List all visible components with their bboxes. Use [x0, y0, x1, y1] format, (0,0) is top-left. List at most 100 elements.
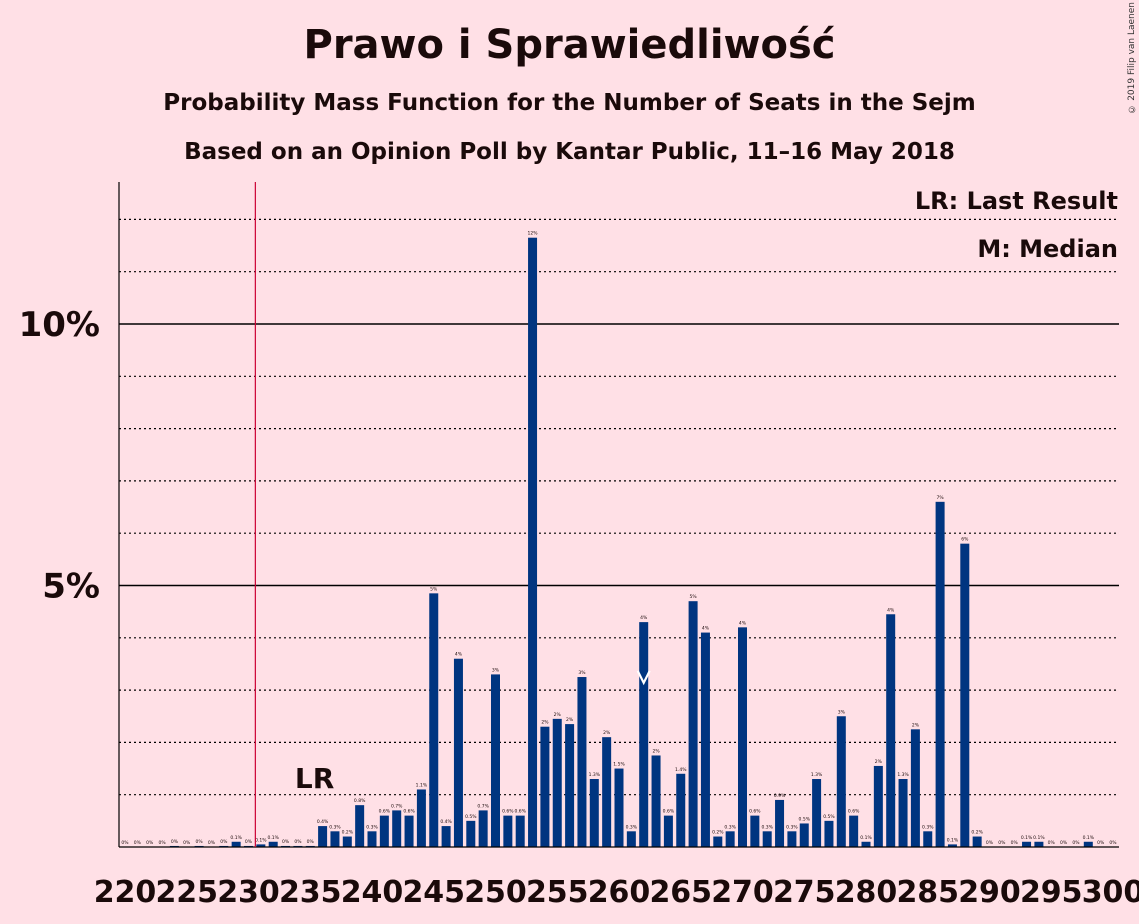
bar-label-234: 0%: [294, 839, 302, 845]
bar-241: [379, 815, 389, 847]
axes: [118, 182, 1119, 848]
bar-286: [935, 501, 945, 847]
bar-268: [713, 836, 723, 847]
bar-258: [589, 779, 599, 847]
bar-label-268: 0.2%: [712, 830, 724, 836]
bar-287: [947, 844, 957, 847]
bar-294: [1034, 841, 1044, 847]
bar-label-299: 0%: [1097, 840, 1105, 846]
bar-label-295: 0%: [1048, 840, 1056, 846]
bar-label-259: 2%: [603, 730, 611, 736]
bar-label-255: 2%: [554, 712, 562, 718]
bar-label-298: 0.1%: [1083, 835, 1095, 841]
bar-281: [873, 765, 883, 847]
bar-label-238: 0.2%: [342, 830, 354, 836]
bar-label-282: 4%: [887, 607, 895, 613]
bar-label-279: 0.6%: [848, 809, 860, 815]
x-tick-label-245: 245: [402, 875, 465, 910]
bar-260: [614, 768, 624, 847]
bar-280: [861, 841, 871, 847]
bar-231: [256, 844, 266, 847]
bar-label-294: 0.1%: [1033, 835, 1045, 841]
bar-label-232: 0.1%: [267, 835, 279, 841]
chart-subtitle: Probability Mass Function for the Number…: [163, 90, 976, 116]
bar-label-258: 1.3%: [589, 772, 601, 778]
bar-label-281: 2%: [875, 759, 883, 765]
bar-278: [836, 716, 846, 847]
bar-271: [750, 815, 760, 847]
bar-label-240: 0.3%: [366, 824, 378, 830]
bar-label-263: 2%: [652, 748, 660, 754]
markers: [254, 182, 651, 847]
x-tick-label-295: 295: [1020, 875, 1083, 910]
bar-label-231: 0.1%: [255, 837, 267, 843]
x-tick-label-235: 235: [279, 875, 342, 910]
bar-label-274: 0.3%: [786, 824, 798, 830]
bar-label-293: 0.1%: [1021, 835, 1033, 841]
bar-label-244: 1.1%: [416, 782, 428, 788]
bar-253: [528, 237, 538, 847]
bar-261: [626, 831, 636, 847]
bar-257: [577, 677, 587, 847]
bar-262: [639, 622, 649, 847]
bar-245: [429, 593, 439, 847]
bar-label-220: 0%: [121, 840, 129, 846]
bar-label-277: 0.5%: [823, 814, 835, 820]
bar-246: [441, 826, 451, 847]
x-tick-label-220: 220: [94, 875, 157, 910]
x-tick-label-280: 280: [835, 875, 898, 910]
bar-label-273: 0.9%: [774, 793, 786, 799]
median-marker: [636, 670, 651, 686]
bar-label-278: 3%: [838, 709, 846, 715]
bar-248: [466, 820, 476, 847]
gridlines: [119, 218, 1119, 796]
bar-label-229: 0.1%: [230, 835, 242, 841]
x-tick-label-290: 290: [958, 875, 1021, 910]
x-tick-label-230: 230: [217, 875, 280, 910]
bar-277: [824, 820, 834, 847]
bar-236: [318, 826, 328, 847]
bar-label-300: 0%: [1109, 840, 1117, 846]
bar-labels: 0% 0% 0% 0% 0% 0% 0% 0% 0%0.1%0% 0.1%0.1%0% 0% 0%0.…: [121, 231, 1117, 846]
bar-266: [688, 601, 698, 847]
bar-273: [775, 799, 785, 847]
bar-label-291: 0%: [998, 840, 1006, 846]
x-tick-label-240: 240: [341, 875, 404, 910]
bar-label-290: 0%: [986, 840, 994, 846]
bar-243: [404, 815, 414, 847]
bar-label-245: 5%: [430, 586, 438, 592]
y-tick-label: 5%: [42, 567, 100, 607]
bar-label-287: 0.1%: [947, 837, 959, 843]
bar-237: [330, 831, 340, 847]
bar-250: [491, 674, 500, 847]
x-tick-label-270: 270: [711, 875, 774, 910]
bar-label-246: 0.4%: [440, 819, 452, 825]
bar-284: [910, 729, 920, 847]
bar-label-225: 0%: [183, 840, 191, 846]
bar-label-241: 0.6%: [379, 809, 391, 815]
x-tick-label-265: 265: [649, 875, 712, 910]
bar-label-271: 0.6%: [749, 809, 761, 815]
bar-label-247: 4%: [455, 652, 463, 658]
bar-254: [540, 726, 550, 847]
bar-265: [676, 773, 686, 847]
bar-label-261: 0.3%: [626, 824, 638, 830]
bar-label-262: 4%: [640, 615, 648, 621]
bar-229: [231, 841, 241, 847]
bar-label-250: 3%: [492, 667, 500, 673]
bar-label-252: 0.6%: [514, 809, 526, 815]
bar-238: [342, 836, 352, 847]
bar-label-236: 0.4%: [317, 819, 329, 825]
bar-label-284: 2%: [912, 722, 920, 728]
bar-label-237: 0.3%: [329, 824, 341, 830]
bar-239: [355, 805, 365, 847]
bar-293: [1022, 841, 1032, 847]
bar-label-286: 7%: [937, 495, 945, 501]
bar-288: [960, 543, 970, 847]
bar-label-264: 0.6%: [663, 809, 675, 815]
bar-label-285: 0.3%: [922, 824, 934, 830]
x-tick-labels: 220 225 230 235 240 245 250 255 260 265 270 275 280 2…: [94, 875, 1139, 910]
x-tick-label-285: 285: [896, 875, 959, 910]
bar-label-242: 0.7%: [391, 803, 403, 809]
legend-last-result: LR: Last Result: [915, 187, 1118, 215]
